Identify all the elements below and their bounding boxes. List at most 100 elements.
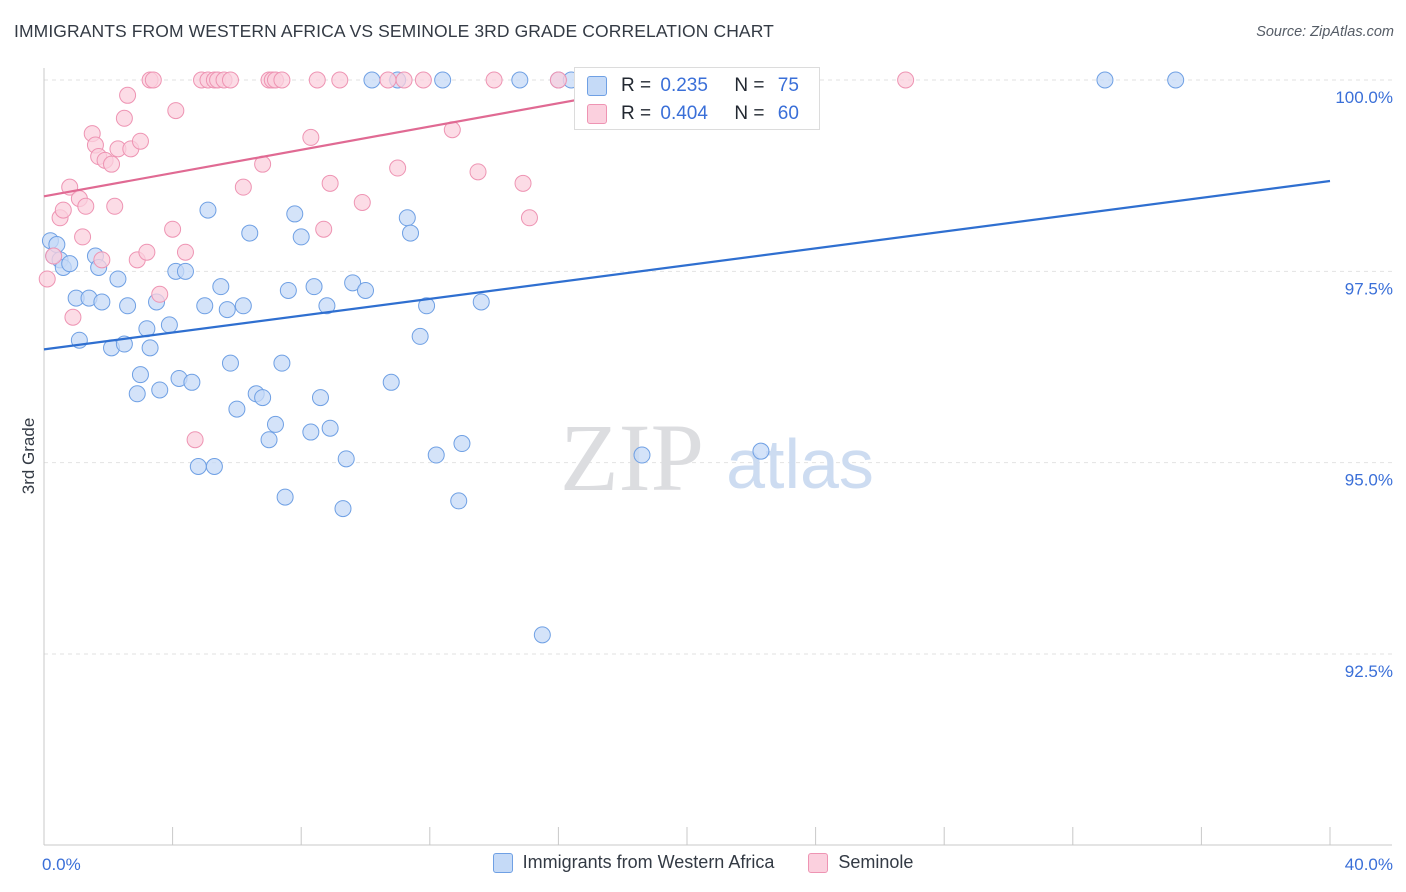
data-point-pink	[77, 197, 95, 215]
data-point-pink	[45, 247, 63, 265]
data-point-pink	[514, 174, 532, 192]
stats-swatch-blue	[587, 76, 607, 96]
data-point-blue	[276, 488, 294, 506]
data-point-pink	[103, 155, 121, 173]
data-point-blue	[131, 366, 149, 384]
data-point-blue	[344, 274, 362, 292]
data-point-pink	[469, 163, 487, 181]
data-point-blue	[363, 71, 381, 89]
data-point-blue	[189, 457, 207, 475]
legend: Immigrants from Western Africa Seminole	[0, 852, 1406, 873]
axes	[43, 68, 1392, 846]
data-point-pink	[64, 308, 82, 326]
data-point-pink	[115, 109, 133, 127]
data-point-pink	[151, 285, 169, 303]
data-point-blue	[260, 431, 278, 449]
stats-r-value: 0.404	[660, 103, 708, 124]
data-point-blue	[241, 224, 259, 242]
data-point-pink	[395, 71, 413, 89]
y-tick-label: 92.5%	[1345, 662, 1393, 681]
legend-label: Seminole	[838, 852, 914, 872]
chart-title: IMMIGRANTS FROM WESTERN AFRICA VS SEMINO…	[14, 21, 774, 41]
data-point-blue	[199, 201, 217, 219]
data-point-pink	[379, 71, 397, 89]
data-point-pink	[119, 86, 137, 104]
data-point-blue	[633, 446, 651, 464]
data-point-blue	[511, 71, 529, 89]
data-point-blue	[427, 446, 445, 464]
data-point-pink	[164, 220, 182, 238]
stats-row-blue: R = 0.235 N = 75	[587, 73, 799, 99]
data-point-blue	[286, 205, 304, 223]
stats-r-label: R =	[621, 103, 652, 124]
data-point-pink	[38, 270, 56, 288]
data-point-pink	[144, 71, 162, 89]
data-point-pink	[331, 71, 349, 89]
data-point-blue	[1096, 71, 1114, 89]
data-point-pink	[234, 178, 252, 196]
data-point-pink	[106, 197, 124, 215]
data-point-pink	[414, 71, 432, 89]
data-point-pink	[485, 71, 503, 89]
data-point-blue	[183, 373, 201, 391]
stats-row-pink: R = 0.404 N = 60	[587, 101, 799, 127]
data-point-blue	[61, 255, 79, 273]
data-point-pink	[273, 71, 291, 89]
data-point-blue	[1167, 71, 1185, 89]
data-point-pink	[131, 132, 149, 150]
y-axis-label: 3rd Grade	[19, 418, 38, 495]
data-point-blue	[218, 301, 236, 319]
data-point-blue	[450, 492, 468, 510]
legend-item-western-africa[interactable]: Immigrants from Western Africa	[492, 852, 775, 873]
watermark-atlas: atlas	[726, 425, 874, 503]
data-point-blue	[302, 423, 320, 441]
tick-labels: 100.0% 97.5% 95.0% 92.5% 0.0% 40.0%	[42, 88, 1393, 874]
data-point-blue	[402, 224, 420, 242]
data-point-pink	[389, 159, 407, 177]
data-point-pink	[897, 71, 915, 89]
legend-swatch-pink	[808, 852, 829, 873]
data-point-blue	[234, 297, 252, 315]
data-point-pink	[186, 431, 204, 449]
data-point-blue	[305, 278, 323, 296]
source-label: Source: ZipAtlas.com	[1256, 24, 1394, 40]
legend-label: Immigrants from Western Africa	[522, 852, 775, 872]
data-point-blue	[321, 419, 339, 437]
data-point-blue	[228, 400, 246, 418]
data-point-pink	[353, 193, 371, 211]
data-point-blue	[533, 626, 551, 644]
gridlines	[44, 79, 1392, 655]
data-point-blue	[273, 354, 291, 372]
stats-n-label: N =	[734, 103, 765, 124]
stats-r-label: R =	[621, 75, 652, 96]
stats-swatch-pink	[587, 104, 607, 124]
data-point-blue	[205, 457, 223, 475]
y-tick-label: 97.5%	[1345, 279, 1393, 298]
data-point-blue	[221, 354, 239, 372]
data-point-blue	[357, 281, 374, 299]
data-point-pink	[167, 102, 185, 120]
data-point-blue	[411, 327, 429, 345]
data-point-pink	[308, 71, 326, 89]
stats-n-value: 60	[777, 103, 799, 124]
data-point-blue	[382, 373, 400, 391]
data-point-blue	[119, 297, 137, 315]
legend-item-seminole[interactable]: Seminole	[808, 852, 913, 873]
data-points	[38, 71, 1185, 644]
data-point-pink	[315, 220, 333, 238]
data-point-pink	[176, 243, 194, 261]
y-tick-label: 100.0%	[1335, 88, 1393, 107]
data-point-blue	[151, 381, 169, 399]
stats-n-value: 75	[777, 75, 799, 96]
data-point-blue	[434, 71, 452, 89]
data-point-blue	[141, 339, 159, 357]
data-point-blue	[311, 389, 329, 407]
data-point-pink	[321, 174, 339, 192]
x-tick-label: 40.0%	[1345, 855, 1393, 874]
data-point-blue	[109, 270, 127, 288]
data-point-pink	[549, 71, 567, 89]
data-point-blue	[334, 500, 352, 518]
stats-n-label: N =	[734, 75, 765, 96]
data-point-pink	[221, 71, 239, 89]
data-point-pink	[74, 228, 92, 246]
